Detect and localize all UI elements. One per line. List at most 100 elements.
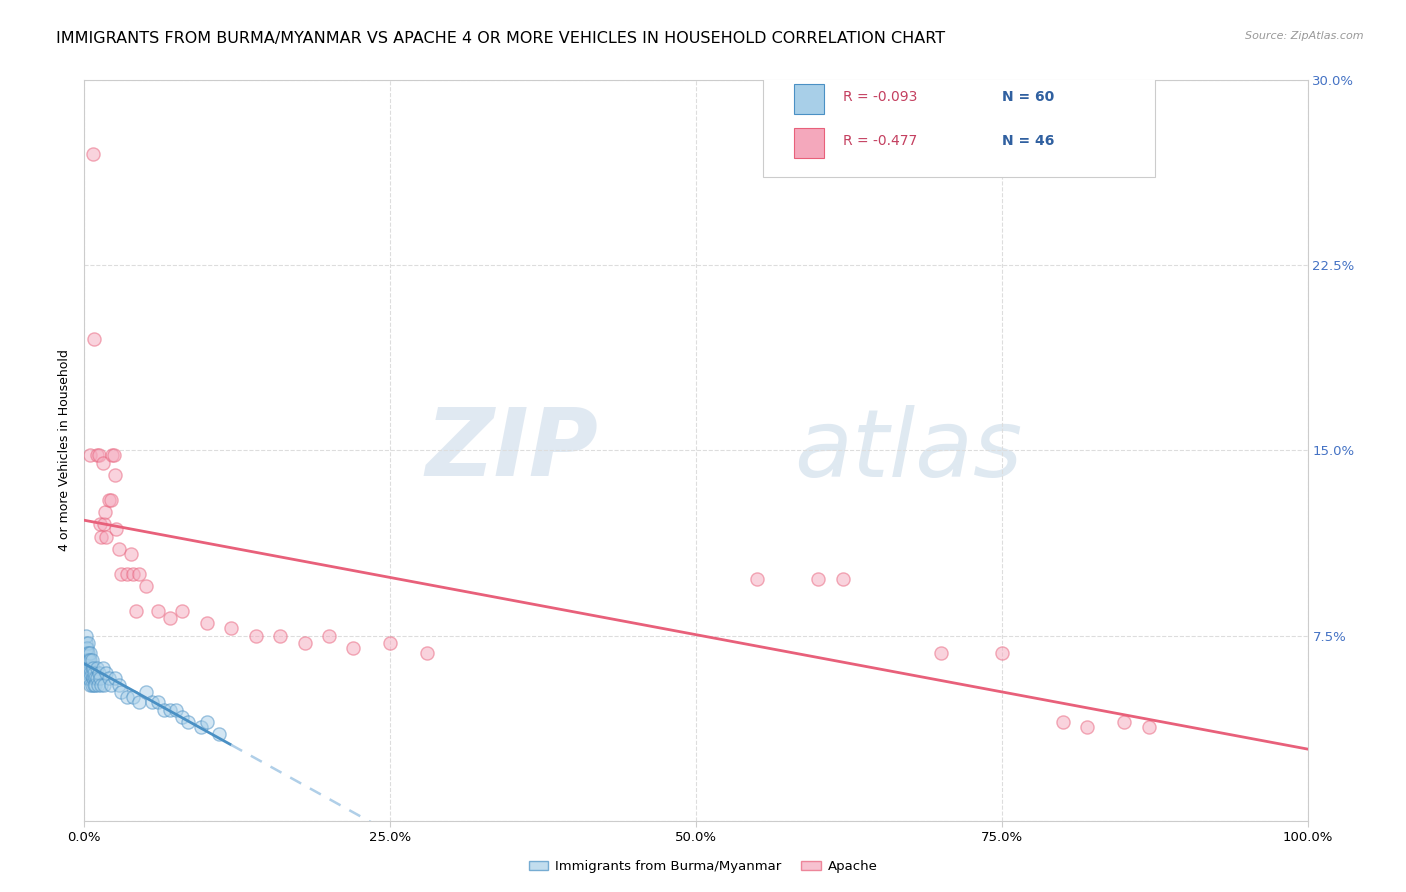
Point xyxy=(219,621,242,635)
Point xyxy=(75,646,97,660)
Point xyxy=(77,671,100,685)
Point xyxy=(87,678,110,692)
Text: N = 60: N = 60 xyxy=(1002,89,1054,103)
FancyBboxPatch shape xyxy=(794,84,824,113)
Point xyxy=(87,665,110,680)
Point xyxy=(269,628,291,642)
Point xyxy=(76,646,98,660)
Point xyxy=(77,660,100,674)
Text: R = -0.477: R = -0.477 xyxy=(842,134,917,148)
Point xyxy=(159,703,181,717)
Point xyxy=(172,604,194,618)
Point xyxy=(1114,714,1136,729)
Point xyxy=(991,646,1014,660)
Point xyxy=(104,468,127,483)
Text: R = -0.093: R = -0.093 xyxy=(842,89,917,103)
Point xyxy=(416,646,439,660)
Point xyxy=(91,456,114,470)
Point xyxy=(83,678,105,692)
Point xyxy=(807,572,830,586)
Point xyxy=(75,636,97,650)
Point xyxy=(172,710,194,724)
Point xyxy=(177,714,200,729)
Point xyxy=(77,636,100,650)
Text: N = 46: N = 46 xyxy=(1002,134,1054,148)
Point xyxy=(1052,714,1074,729)
Point xyxy=(77,665,100,680)
Point xyxy=(94,505,117,519)
Point xyxy=(79,449,101,463)
Point xyxy=(380,636,402,650)
FancyBboxPatch shape xyxy=(794,128,824,158)
Point xyxy=(135,579,157,593)
Point xyxy=(190,720,212,734)
Point xyxy=(105,523,128,537)
Point xyxy=(79,665,101,680)
Point xyxy=(86,671,108,685)
Point xyxy=(89,517,111,532)
Point xyxy=(80,653,103,667)
FancyBboxPatch shape xyxy=(763,58,1154,177)
Point xyxy=(76,658,98,673)
Point xyxy=(84,678,107,692)
Point xyxy=(165,703,187,717)
Point xyxy=(97,671,120,685)
Point xyxy=(82,147,104,161)
Point xyxy=(86,449,108,463)
Point xyxy=(208,727,231,741)
Point xyxy=(76,671,98,685)
Point xyxy=(128,566,150,581)
Point xyxy=(135,685,157,699)
Point xyxy=(107,678,129,692)
Point xyxy=(747,572,769,586)
Point xyxy=(103,449,125,463)
Point xyxy=(90,678,112,692)
Point xyxy=(100,678,122,692)
Point xyxy=(110,685,132,699)
Point xyxy=(93,517,115,532)
Point xyxy=(1137,720,1160,734)
Point xyxy=(87,449,110,463)
Point xyxy=(146,695,169,709)
Point xyxy=(97,492,120,507)
Point xyxy=(929,646,952,660)
Point xyxy=(79,646,101,660)
Point xyxy=(86,660,108,674)
Point xyxy=(153,703,176,717)
Point xyxy=(82,660,104,674)
Point xyxy=(195,714,218,729)
Point xyxy=(89,671,111,685)
Text: Source: ZipAtlas.com: Source: ZipAtlas.com xyxy=(1246,31,1364,41)
Point xyxy=(115,690,138,705)
Point xyxy=(245,628,267,642)
Point xyxy=(76,640,98,655)
Point xyxy=(146,604,169,618)
Text: IMMIGRANTS FROM BURMA/MYANMAR VS APACHE 4 OR MORE VEHICLES IN HOUSEHOLD CORRELAT: IMMIGRANTS FROM BURMA/MYANMAR VS APACHE … xyxy=(56,31,945,46)
Point xyxy=(1076,720,1098,734)
Point xyxy=(115,566,138,581)
Point xyxy=(76,665,98,680)
Point xyxy=(82,671,104,685)
Point xyxy=(75,653,97,667)
Point xyxy=(91,660,114,674)
Point xyxy=(80,678,103,692)
Point xyxy=(77,646,100,660)
Point xyxy=(831,572,853,586)
Point xyxy=(77,653,100,667)
Point xyxy=(75,628,97,642)
Point xyxy=(318,628,340,642)
Point xyxy=(79,653,101,667)
Point xyxy=(83,665,105,680)
Point xyxy=(195,616,218,631)
Point xyxy=(125,604,148,618)
Point xyxy=(76,653,98,667)
Point xyxy=(96,665,118,680)
Point xyxy=(75,665,97,680)
Point xyxy=(294,636,316,650)
Point xyxy=(93,678,115,692)
Point xyxy=(122,566,145,581)
Text: ZIP: ZIP xyxy=(425,404,598,497)
Point xyxy=(141,695,163,709)
Point xyxy=(80,665,103,680)
Point xyxy=(120,547,142,561)
